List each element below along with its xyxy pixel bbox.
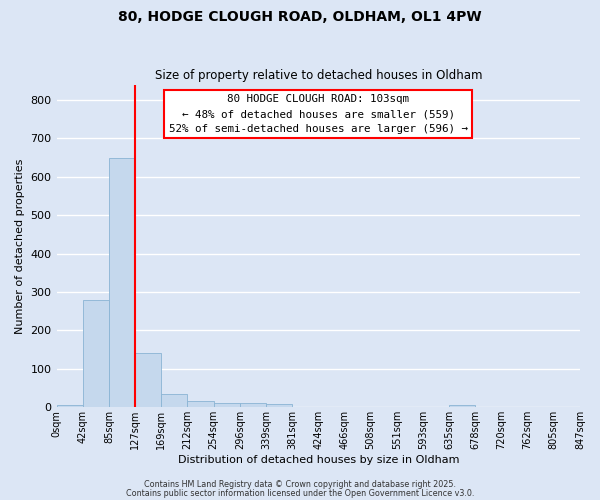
Text: 80 HODGE CLOUGH ROAD: 103sqm
← 48% of detached houses are smaller (559)
52% of s: 80 HODGE CLOUGH ROAD: 103sqm ← 48% of de… — [169, 94, 468, 134]
Text: Contains public sector information licensed under the Open Government Licence v3: Contains public sector information licen… — [126, 488, 474, 498]
Title: Size of property relative to detached houses in Oldham: Size of property relative to detached ho… — [155, 69, 482, 82]
Bar — [83, 300, 109, 408]
Bar — [135, 352, 161, 408]
Bar — [187, 401, 214, 407]
X-axis label: Distribution of detached houses by size in Oldham: Distribution of detached houses by size … — [178, 455, 459, 465]
Y-axis label: Number of detached properties: Number of detached properties — [15, 158, 25, 334]
Text: 80, HODGE CLOUGH ROAD, OLDHAM, OL1 4PW: 80, HODGE CLOUGH ROAD, OLDHAM, OL1 4PW — [118, 10, 482, 24]
Bar — [109, 158, 135, 408]
Bar — [161, 394, 187, 407]
Bar — [240, 403, 266, 407]
Bar — [214, 403, 240, 407]
Bar — [449, 405, 475, 407]
Bar — [56, 404, 83, 407]
Text: Contains HM Land Registry data © Crown copyright and database right 2025.: Contains HM Land Registry data © Crown c… — [144, 480, 456, 489]
Bar — [266, 404, 292, 407]
